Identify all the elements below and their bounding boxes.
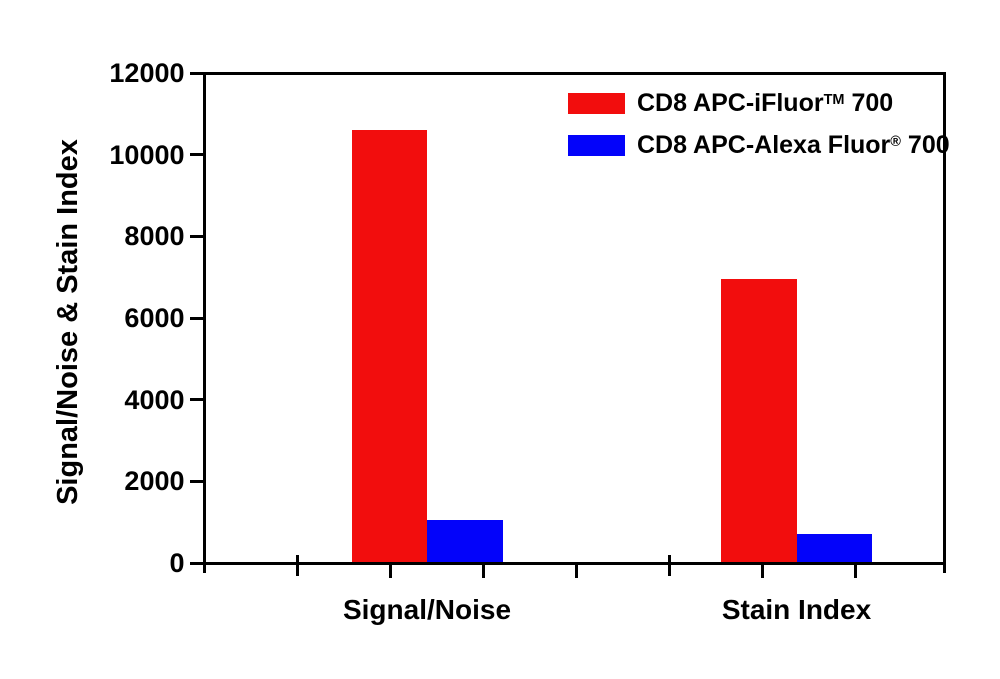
y-axis-tick — [189, 71, 203, 75]
y-axis-line — [202, 73, 206, 573]
legend-swatch-cd8-apc-ifluor-700 — [568, 92, 625, 114]
legend-item-cd8-apc-alexa-fluor-700: CD8 APC-Alexa Fluor® 700 — [568, 130, 950, 160]
legend-swatch-cd8-apc-alexa-fluor-700 — [568, 134, 625, 156]
legend-label-cd8-apc-ifluor-700: CD8 APC-iFluorTM 700 — [637, 89, 894, 117]
y-axis-tick-label: 4000 — [124, 384, 185, 415]
right-frame-line — [942, 73, 946, 573]
y-axis-tick-label: 10000 — [109, 139, 185, 170]
y-axis-tick — [189, 561, 203, 565]
legend: CD8 APC-iFluorTM 700 CD8 APC-Alexa Fluor®… — [568, 88, 950, 172]
y-axis-tick — [189, 479, 203, 483]
y-axis-tick-label: 2000 — [124, 466, 185, 497]
x-axis-tick — [853, 564, 857, 578]
bar-cd8-apc-alexa-fluor-700-signal-noise — [427, 520, 503, 563]
bar-cd8-apc-ifluor-700-signal-noise — [351, 130, 427, 563]
y-axis-tick-label: 12000 — [109, 58, 185, 88]
x-category-label-stain-index: Stain Index — [721, 594, 872, 625]
y-axis-tick-label: 0 — [169, 548, 185, 578]
y-axis-tick-label: 6000 — [124, 303, 185, 333]
x-axis-minor-tick — [295, 555, 299, 576]
x-axis-tick — [574, 564, 578, 578]
top-frame-line — [202, 71, 946, 75]
x-axis-tick — [481, 564, 485, 578]
y-axis-tick — [189, 316, 203, 320]
legend-label-cd8-apc-alexa-fluor-700: CD8 APC-Alexa Fluor® 700 — [637, 131, 950, 159]
x-category-label-signal-noise: Signal/Noise — [342, 594, 512, 625]
y-axis-tick — [189, 398, 203, 402]
x-axis-tick — [388, 564, 392, 578]
x-axis-minor-tick — [667, 555, 671, 576]
x-axis-tick — [760, 564, 764, 578]
y-axis-tick — [189, 153, 203, 157]
bar-cd8-apc-ifluor-700-stain-index — [721, 279, 797, 563]
legend-item-cd8-apc-ifluor-700: CD8 APC-iFluorTM 700 — [568, 88, 950, 118]
x-axis-line — [202, 561, 946, 565]
y-axis-tick — [189, 234, 203, 238]
y-axis-tick-label: 8000 — [124, 221, 185, 252]
bar-cd8-apc-alexa-fluor-700-stain-index — [796, 534, 872, 563]
